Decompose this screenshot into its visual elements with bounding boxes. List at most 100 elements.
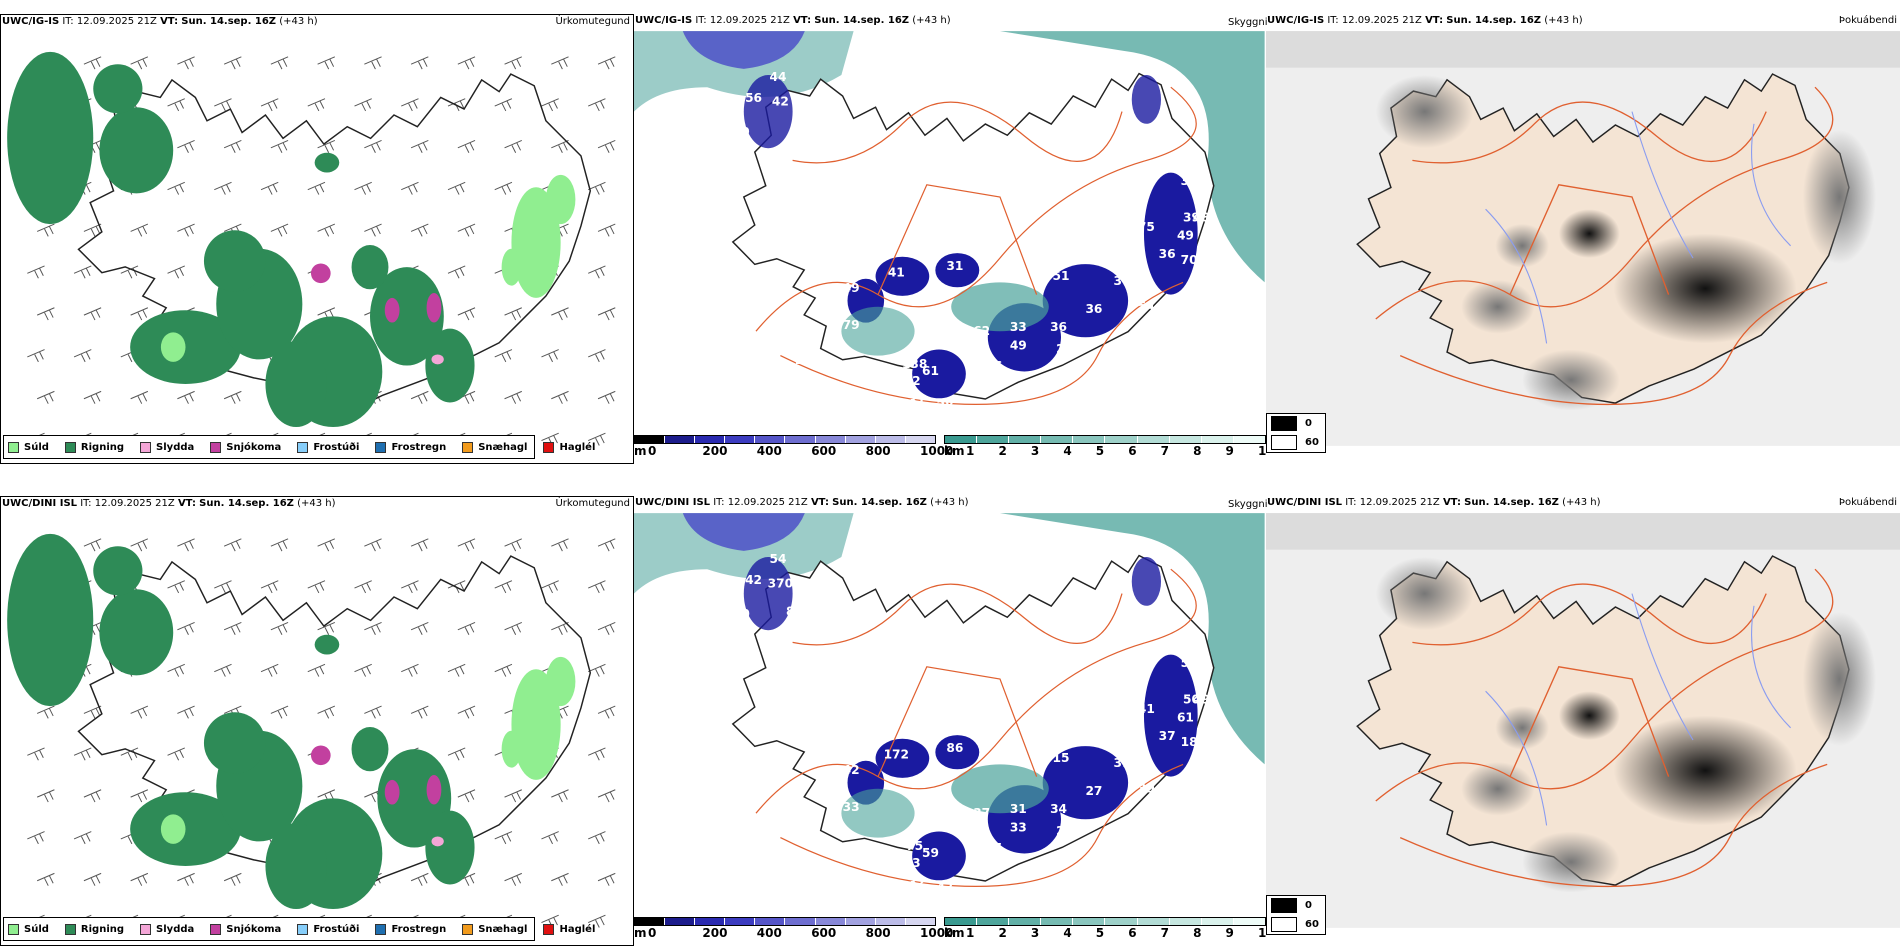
- fog-legend-item: 60: [1267, 915, 1325, 934]
- visibility-colorbar-unit: km: [944, 926, 965, 940]
- visibility-colorbar-tick: 1: [966, 444, 975, 458]
- visibility-value: 31: [909, 393, 926, 407]
- legend-swatch: [8, 923, 19, 935]
- visibility-value: 54: [1138, 299, 1155, 313]
- visibility-value: 39: [1183, 210, 1200, 224]
- visibility-value: 37: [973, 806, 990, 820]
- legend-label: Haglél: [559, 923, 596, 935]
- visibility-value: 44: [769, 70, 786, 84]
- legend-item: Snæhagl: [458, 441, 527, 453]
- visibility-value: 75: [1138, 220, 1155, 234]
- visibility-value: 33: [904, 856, 921, 870]
- legend-item: Snæhagl: [458, 923, 528, 935]
- visibility-value: 53: [1181, 656, 1198, 670]
- fog-title: Þokuábendi: [1838, 497, 1897, 508]
- legend-label: Frostúði: [313, 923, 360, 935]
- fog-legend-label: 60: [1305, 919, 1319, 930]
- height-colorbar-tick: 1000: [920, 444, 954, 458]
- legend-swatch: [297, 441, 309, 453]
- visibility-value: 33: [1010, 320, 1027, 334]
- fog-panel: UWC/DINI ISL IT: 12.09.2025 21Z VT: Sun.…: [1266, 496, 1900, 946]
- visibility-value: 42: [843, 763, 860, 777]
- low-visibility-areas: [743, 75, 1198, 399]
- visibility-colorbar-tick: 10: [1258, 444, 1266, 458]
- rivers: [1485, 593, 1791, 826]
- legend-swatch: [543, 923, 555, 935]
- visibility-title: Skyggni: [1228, 17, 1268, 28]
- visibility-header: UWC/IG-IS IT: 12.09.2025 21Z VT: Sun. 14…: [634, 14, 1266, 28]
- legend-item: Súld: [4, 441, 49, 453]
- visibility-colorbar-tick: 1: [966, 926, 975, 940]
- legend-swatch: [140, 923, 152, 935]
- visibility-value: 51: [1053, 269, 1070, 283]
- visibility-value: 34: [1050, 802, 1067, 816]
- legend-item: Snjókoma: [206, 923, 282, 935]
- visibility-value: 33: [843, 800, 860, 814]
- legend-label: Slydda: [156, 441, 195, 453]
- legend-label: Snjókoma: [226, 923, 282, 935]
- visibility-value: 37: [1159, 729, 1176, 743]
- visibility-value: 61: [922, 364, 939, 378]
- visibility-value: 59: [922, 846, 939, 860]
- road-network: [755, 86, 1197, 406]
- height-colorbar-colors: [634, 435, 936, 444]
- visibility-value: 18: [1181, 735, 1198, 749]
- visibility-value: 33: [1181, 174, 1198, 188]
- visibility-colorbar-tick: 3: [1030, 444, 1040, 458]
- visibility-value: 49: [1193, 692, 1210, 706]
- visibility-value: 56: [745, 91, 762, 105]
- visibility-panel: 44 56 42 90 79 41 31 49 79 110 138 61 42 31 28 62 33 49 86…: [634, 14, 1266, 464]
- legend-label: Haglél: [559, 441, 596, 453]
- visibility-value: 40: [733, 607, 750, 621]
- fog-legend-label: 60: [1305, 437, 1319, 448]
- fog-indicator-map: [1266, 31, 1900, 446]
- legend-label: Snæhagl: [478, 923, 528, 935]
- legend-label: Slydda: [156, 923, 195, 935]
- fog-title: Þokuábendi: [1838, 15, 1897, 26]
- visibility-value: 15: [1053, 751, 1070, 765]
- run-info: UWC/DINI ISL IT: 12.09.2025 21Z VT: Sun.…: [2, 498, 336, 509]
- visibility-colorbar-tick: 5: [1095, 444, 1105, 458]
- legend-swatch: [64, 441, 76, 453]
- visibility-value: 50: [1183, 692, 1200, 706]
- legend-label: Frostregn: [391, 441, 447, 453]
- visibility-value: 42: [745, 573, 762, 587]
- legend-swatch: [375, 441, 387, 453]
- height-colorbar-tick: 400: [756, 926, 782, 940]
- visibility-value: 54: [799, 835, 816, 849]
- height-colorbar-tick: 600: [811, 926, 837, 940]
- visibility-colorbar-tick: 6: [1128, 444, 1137, 458]
- precip-header: UWC/DINI ISL IT: 12.09.2025 21Z VT: Sun.…: [1, 497, 633, 511]
- legend-item: Rigning: [61, 923, 124, 935]
- height-colorbar-tick: 600: [811, 444, 837, 458]
- road-network: [755, 568, 1197, 888]
- height-colorbar-unit: m: [634, 926, 647, 940]
- visibility-colorbar-tick: 3: [1030, 926, 1040, 940]
- height-colorbar-tick: 800: [865, 926, 891, 940]
- precip-type-panel: UWC/IG-IS IT: 12.09.2025 21Z VT: Sun. 14…: [0, 14, 634, 464]
- visibility-value: 61: [1177, 711, 1194, 725]
- visibility-value: 890: [786, 605, 811, 619]
- run-info: UWC/DINI ISL IT: 12.09.2025 21Z VT: Sun.…: [635, 497, 969, 508]
- visibility-value: 90: [790, 123, 807, 137]
- visibility-value: 39: [1138, 781, 1155, 795]
- fog-legend-label: 0: [1305, 900, 1312, 911]
- legend-item: Slydda: [136, 923, 195, 935]
- visibility-value: 110: [795, 353, 820, 367]
- legend-label: Frostregn: [391, 923, 447, 935]
- visibility-value: 54: [769, 552, 786, 566]
- visibility-value: 36: [1159, 247, 1176, 261]
- visibility-value: 27: [1085, 784, 1102, 798]
- precip-type-panel: UWC/DINI ISL IT: 12.09.2025 21Z VT: Sun.…: [0, 496, 634, 946]
- visibility-colorbar-tick: 4: [1063, 926, 1072, 940]
- legend-item: Frostregn: [371, 441, 447, 453]
- low-visibility-areas: [743, 557, 1198, 881]
- legend-item: Snjókoma: [206, 441, 281, 453]
- fog-legend-swatch: [1271, 435, 1297, 450]
- visibility-colorbar-tick: 7: [1160, 926, 1170, 940]
- height-colorbar: m 0 200 400 600 800 1000: [634, 917, 953, 940]
- visibility-colorbar-tick: 4: [1063, 444, 1072, 458]
- visibility-value: 79: [733, 125, 750, 139]
- precip-areas: [7, 533, 576, 910]
- precip-type-map: [7, 51, 616, 446]
